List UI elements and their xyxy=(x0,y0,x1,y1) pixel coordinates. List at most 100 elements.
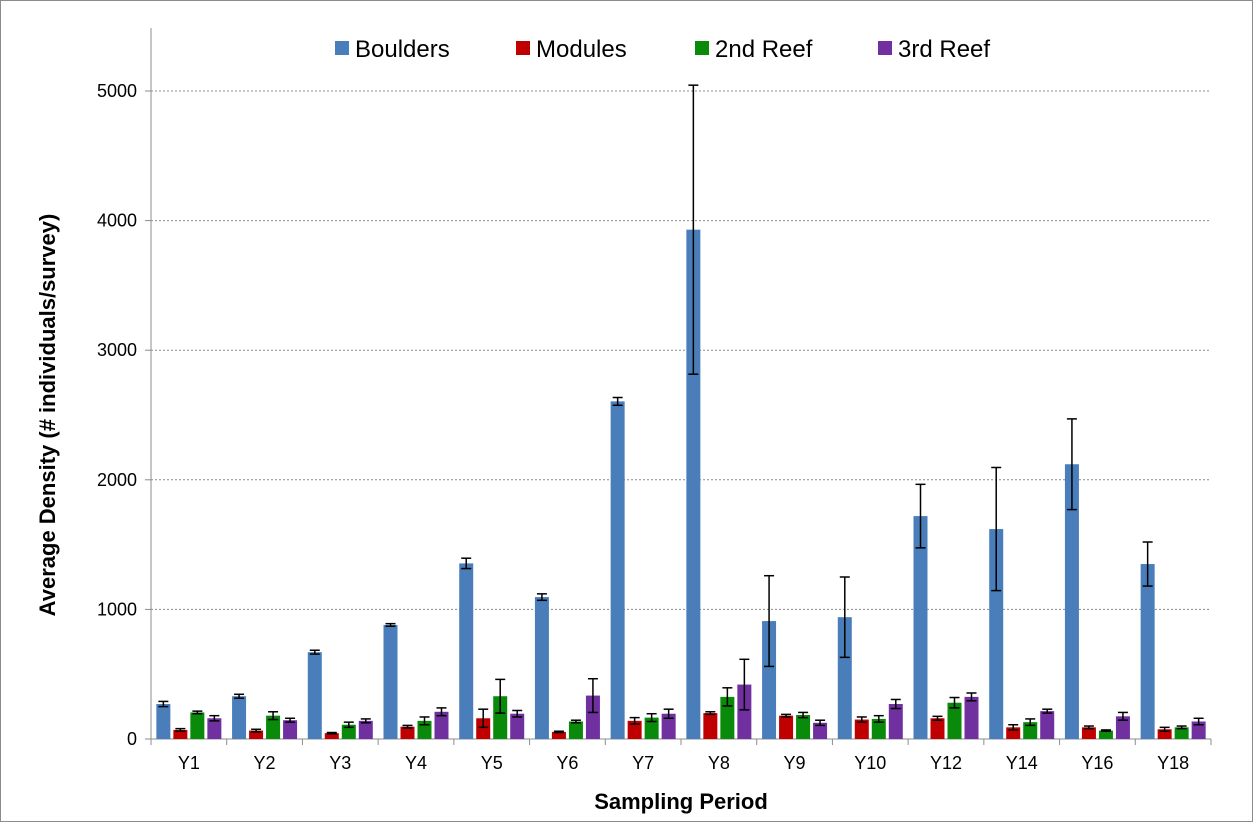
error-bar xyxy=(402,724,413,729)
bar-3rd-reef xyxy=(207,718,222,739)
y-tick-label: 0 xyxy=(127,729,137,749)
x-tick-label: Y5 xyxy=(481,753,503,773)
bar-boulders xyxy=(156,704,171,739)
error-bar xyxy=(209,714,220,722)
error-bar xyxy=(815,719,826,727)
bar-modules xyxy=(173,729,188,739)
legend-swatch xyxy=(695,41,709,55)
legend-item: 3rd Reef xyxy=(878,36,990,63)
bar-modules xyxy=(779,715,794,739)
error-bar xyxy=(587,677,598,714)
error-bar xyxy=(360,718,371,724)
legend-item: Boulders xyxy=(335,36,450,63)
error-bar xyxy=(268,711,279,721)
bar-3rd-reef xyxy=(1191,721,1206,739)
y-axis-title: Average Density (# individuals/survey) xyxy=(35,214,60,617)
y-tick-label: 3000 xyxy=(97,340,137,360)
legend-swatch xyxy=(335,41,349,55)
error-bar xyxy=(949,696,960,709)
bar-boulders xyxy=(989,529,1004,739)
error-bar xyxy=(781,713,792,718)
bar-modules xyxy=(476,718,491,739)
error-bar xyxy=(705,711,716,716)
x-tick-label: Y7 xyxy=(632,753,654,773)
bar-3rd-reef xyxy=(358,720,373,739)
error-bar xyxy=(1025,718,1036,727)
error-bar xyxy=(915,483,926,549)
bar-boulders xyxy=(383,624,398,739)
error-bar xyxy=(663,708,674,720)
error-bar xyxy=(1159,726,1170,732)
error-bar xyxy=(175,727,186,732)
bar-3rd-reef xyxy=(964,696,979,739)
bar-boulders xyxy=(1064,464,1079,739)
error-bar xyxy=(461,557,472,570)
error-bar xyxy=(966,692,977,702)
bar-boulders xyxy=(837,617,852,739)
error-bar xyxy=(798,711,809,719)
bar-2nd-reef xyxy=(1174,727,1189,739)
error-bar xyxy=(326,731,337,735)
bar-2nd-reef xyxy=(341,724,356,739)
error-bar xyxy=(646,712,657,723)
bar-modules xyxy=(249,730,264,739)
bar-3rd-reef xyxy=(661,713,676,739)
error-bar xyxy=(570,719,581,724)
bar-2nd-reef xyxy=(871,718,886,739)
error-bar xyxy=(553,730,564,734)
bar-2nd-reef xyxy=(493,696,508,739)
error-bar xyxy=(234,693,245,699)
x-tick-label: Y14 xyxy=(1006,753,1038,773)
bar-modules xyxy=(703,713,718,739)
x-tick-label: Y3 xyxy=(329,753,351,773)
x-tick-label: Y8 xyxy=(708,753,730,773)
error-bar xyxy=(739,658,750,711)
bar-3rd-reef xyxy=(434,711,449,739)
error-bar xyxy=(1083,725,1094,730)
error-bar xyxy=(251,728,262,733)
bar-modules xyxy=(627,720,642,739)
legend-label: 2nd Reef xyxy=(715,36,813,63)
legend-swatch xyxy=(516,41,530,55)
error-bar xyxy=(688,84,699,375)
bar-2nd-reef xyxy=(1098,730,1113,739)
bar-modules xyxy=(551,731,566,739)
error-bar xyxy=(158,700,169,708)
tick-labels: 0 1000 2000 3000 4000 5000 Y1 Y2 Y3 Y4 Y5 Y6 Y7 Y8 Y9 Y… xyxy=(97,81,1189,773)
error-bar xyxy=(536,593,547,602)
bar-2nd-reef xyxy=(568,721,583,739)
error-bar xyxy=(309,649,320,655)
error-bar xyxy=(512,709,523,718)
error-bar xyxy=(839,576,850,659)
legend-item: 2nd Reef xyxy=(695,36,813,63)
bars xyxy=(156,229,1206,739)
error-bar xyxy=(629,716,640,725)
legend-label: 3rd Reef xyxy=(898,36,990,63)
error-bar xyxy=(285,717,296,723)
bar-boulders xyxy=(459,563,474,739)
bar-2nd-reef xyxy=(1023,722,1038,739)
x-tick-label: Y12 xyxy=(930,753,962,773)
error-bars xyxy=(158,84,1204,735)
bar-boulders xyxy=(762,621,777,739)
error-bar xyxy=(436,707,447,717)
bar-modules xyxy=(1081,727,1096,739)
error-bar xyxy=(1008,723,1019,731)
bar-boulders xyxy=(686,229,701,739)
error-bar xyxy=(612,396,623,407)
y-tick-label: 4000 xyxy=(97,211,137,231)
bar-2nd-reef xyxy=(644,717,659,739)
bar-boulders xyxy=(610,401,625,739)
bar-3rd-reef xyxy=(888,704,903,739)
bar-3rd-reef xyxy=(585,695,600,739)
x-axis-title: Sampling Period xyxy=(594,789,768,814)
x-tick-label: Y16 xyxy=(1081,753,1113,773)
bar-3rd-reef xyxy=(1115,716,1130,739)
error-bar xyxy=(385,622,396,627)
bar-3rd-reef xyxy=(283,720,298,739)
error-bar xyxy=(890,698,901,710)
bar-boulders xyxy=(307,652,322,739)
error-bar xyxy=(991,466,1002,592)
